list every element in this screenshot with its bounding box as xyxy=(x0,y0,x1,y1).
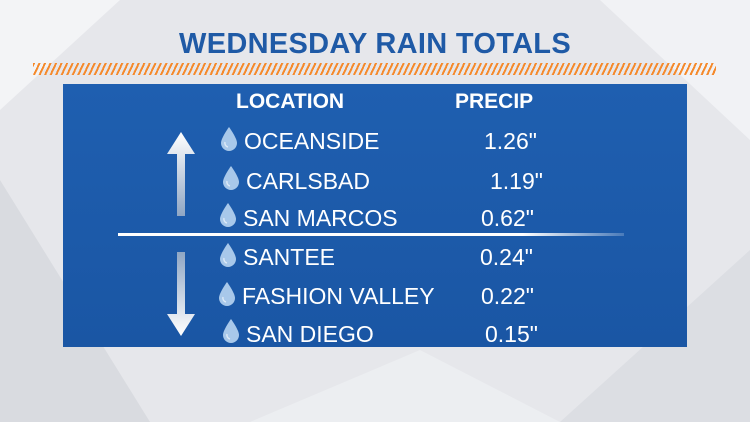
arrow-up-icon xyxy=(167,132,195,216)
precip-column-header: PRECIP xyxy=(455,90,534,113)
precip-value: 0.22" xyxy=(481,283,534,309)
location-name: CARLSBAD xyxy=(246,168,370,194)
table-row: FASHION VALLEY 0.22" xyxy=(0,281,750,313)
decorative-stripe xyxy=(33,63,716,75)
raindrop-icon xyxy=(223,319,239,343)
page-title: WEDNESDAY RAIN TOTALS xyxy=(179,28,571,60)
divider-line xyxy=(118,233,624,236)
location-name: OCEANSIDE xyxy=(244,128,380,154)
arrow-down-icon xyxy=(167,252,195,336)
precip-value: 0.24" xyxy=(480,244,533,270)
location-column-header: LOCATION xyxy=(236,90,345,113)
table-row: SAN MARCOS 0.62" xyxy=(0,202,750,234)
precip-value: 0.15" xyxy=(485,321,538,347)
table-row: CARLSBAD 1.19" xyxy=(0,165,750,197)
raindrop-icon xyxy=(220,243,236,267)
location-name: SAN DIEGO xyxy=(246,321,374,347)
raindrop-icon xyxy=(219,282,235,306)
table-row: SAN DIEGO 0.15" xyxy=(0,318,750,350)
table-row: SANTEE 0.24" xyxy=(0,242,750,274)
precip-value: 0.62" xyxy=(481,205,534,231)
raindrop-icon xyxy=(223,166,239,190)
location-name: FASHION VALLEY xyxy=(242,283,435,309)
location-name: SAN MARCOS xyxy=(243,205,398,231)
precip-value: 1.19" xyxy=(490,168,543,194)
precip-value: 1.26" xyxy=(484,128,537,154)
table-row: OCEANSIDE 1.26" xyxy=(0,126,750,158)
location-name: SANTEE xyxy=(243,244,336,270)
rain-totals-panel xyxy=(63,84,687,347)
raindrop-icon xyxy=(220,203,236,227)
raindrop-icon xyxy=(221,127,237,151)
